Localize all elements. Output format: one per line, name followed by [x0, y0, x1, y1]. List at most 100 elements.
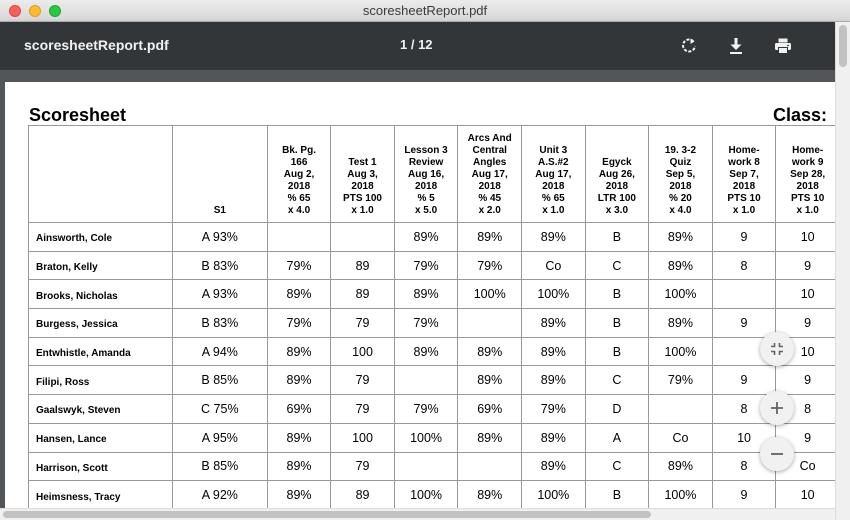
- score-cell: 89%: [648, 250, 713, 281]
- horizontal-scrollbar-thumb[interactable]: [3, 511, 651, 518]
- score-cell: 100: [330, 336, 395, 367]
- score-cell: 89%: [648, 451, 713, 482]
- student-name-cell: Ainsworth, Cole: [28, 222, 173, 252]
- term-grade-cell: A 95%: [171, 422, 268, 453]
- student-name-cell: Brooks, Nicholas: [28, 279, 173, 310]
- column-header: Lesson 3 Review Aug 16, 2018 % 5 x 5.0: [393, 125, 459, 223]
- score-cell: 89%: [266, 336, 332, 367]
- score-cell: 79%: [266, 308, 332, 338]
- pdf-page: Scoresheet Class: S1 Bk. Pg. 166 Aug 2, 2…: [5, 82, 840, 512]
- column-header-label: Lesson 3 Review Aug 16, 2018 % 5 x 5.0: [404, 145, 448, 216]
- score-cell: 79%: [266, 250, 332, 281]
- score-cell: 89%: [266, 480, 332, 510]
- class-label: Class:: [773, 105, 828, 125]
- column-header-label: Egyck Aug 26, 2018 LTR 100 x 3.0: [597, 157, 636, 216]
- zoom-out-icon[interactable]: [760, 437, 794, 471]
- table-row: Brooks, Nicholas A 93% 89% 89 89% 100% 100% B 10…: [28, 279, 840, 310]
- table-row: Heimsness, Tracy A 92% 89% 89 100% 89% 100% B 10…: [28, 480, 840, 510]
- table-header-row: S1 Bk. Pg. 166 Aug 2, 2018 % 65 x 4.0 Test…: [28, 125, 840, 223]
- score-cell: 89%: [266, 365, 332, 396]
- score-cell: B: [584, 480, 650, 510]
- score-cell: 79%: [393, 394, 459, 424]
- score-cell: C: [584, 451, 650, 482]
- sheet-title: Scoresheet: [29, 105, 127, 125]
- student-name-cell: Filipi, Ross: [28, 365, 173, 396]
- score-cell: 69%: [457, 394, 523, 424]
- column-header: Bk. Pg. 166 Aug 2, 2018 % 65 x 4.0: [266, 125, 332, 223]
- close-window-button[interactable]: [9, 5, 21, 17]
- zoom-in-icon[interactable]: [760, 391, 794, 425]
- score-cell: Co: [521, 250, 586, 281]
- score-cell: 89%: [457, 222, 523, 252]
- column-header-label: S1: [213, 205, 226, 216]
- score-cell: 10: [775, 222, 840, 252]
- fit-to-page-icon[interactable]: [760, 332, 794, 366]
- score-cell: 79: [330, 308, 395, 338]
- rotate-icon[interactable]: [679, 36, 699, 56]
- title-bar: scoresheetReport.pdf: [0, 0, 850, 22]
- score-cell: 10: [775, 279, 840, 310]
- score-cell: 89%: [266, 279, 332, 310]
- score-cell: 89%: [457, 480, 523, 510]
- score-cell: 89: [330, 250, 395, 281]
- score-cell: 10: [775, 480, 840, 510]
- column-header: S1: [171, 125, 268, 223]
- student-name-cell: Harrison, Scott: [28, 451, 173, 482]
- score-cell: 79: [330, 365, 395, 396]
- term-grade-cell: A 93%: [171, 222, 268, 252]
- score-cell: 8: [711, 250, 777, 281]
- page-indicator[interactable]: 1 / 12: [400, 37, 433, 52]
- column-header-student: [28, 125, 173, 223]
- score-cell: 89%: [457, 422, 523, 453]
- document-viewport[interactable]: Scoresheet Class: S1 Bk. Pg. 166 Aug 2, 2…: [0, 70, 850, 520]
- score-cell: 89: [330, 480, 395, 510]
- vertical-scrollbar-thumb[interactable]: [839, 25, 847, 67]
- vertical-scrollbar[interactable]: [835, 22, 850, 520]
- score-cell: B: [584, 308, 650, 338]
- score-cell: 100: [330, 422, 395, 453]
- score-cell: B: [584, 336, 650, 367]
- score-cell: 79%: [393, 308, 459, 338]
- student-name-cell: Heimsness, Tracy: [28, 480, 173, 510]
- window-title: scoresheetReport.pdf: [362, 3, 488, 18]
- column-header-label: Unit 3 A.S.#2 Aug 17, 2018 % 65 x 1.0: [535, 145, 572, 216]
- column-header: Test 1 Aug 3, 2018 PTS 100 x 1.0: [330, 125, 395, 223]
- student-name-cell: Hansen, Lance: [28, 422, 173, 453]
- score-cell: [648, 394, 713, 424]
- score-cell: [457, 308, 523, 338]
- minimize-window-button[interactable]: [29, 5, 41, 17]
- score-cell: B: [584, 279, 650, 310]
- student-name-cell: Entwhistle, Amanda: [28, 336, 173, 367]
- score-cell: 89%: [648, 308, 713, 338]
- score-cell: 100%: [393, 422, 459, 453]
- table-row: Entwhistle, Amanda A 94% 89% 100 89% 89% 89% B 1…: [28, 336, 840, 367]
- download-icon[interactable]: [726, 36, 746, 56]
- score-cell: 9: [775, 308, 840, 338]
- score-cell: 89: [330, 279, 395, 310]
- horizontal-scrollbar[interactable]: [0, 508, 835, 520]
- column-header: Unit 3 A.S.#2 Aug 17, 2018 % 65 x 1.0: [521, 125, 586, 223]
- score-cell: 100%: [648, 279, 713, 310]
- score-cell: 89%: [457, 365, 523, 396]
- score-cell: 9: [775, 365, 840, 396]
- document-name: scoresheetReport.pdf: [24, 37, 169, 53]
- score-cell: 100%: [521, 480, 586, 510]
- score-cell: 89%: [266, 422, 332, 453]
- score-cell: 9: [775, 250, 840, 281]
- score-cell: 100%: [521, 279, 586, 310]
- column-header: Egyck Aug 26, 2018 LTR 100 x 3.0: [584, 125, 650, 223]
- print-icon[interactable]: [773, 36, 793, 56]
- score-cell: [393, 365, 459, 396]
- column-header: 19. 3-2 Quiz Sep 5, 2018 % 20 x 4.0: [648, 125, 713, 223]
- score-cell: 69%: [266, 394, 332, 424]
- score-cell: 89%: [521, 308, 586, 338]
- score-cell: [393, 451, 459, 482]
- score-cell: [457, 451, 523, 482]
- score-cell: 89%: [393, 222, 459, 252]
- column-header-label: Home- work 8 Sep 7, 2018 PTS 10 x 1.0: [727, 145, 761, 216]
- maximize-window-button[interactable]: [49, 5, 61, 17]
- score-cell: 89%: [521, 365, 586, 396]
- column-header: Home- work 8 Sep 7, 2018 PTS 10 x 1.0: [711, 125, 777, 223]
- score-cell: B: [584, 222, 650, 252]
- column-header: Arcs And Central Angles Aug 17, 2018 % 4…: [457, 125, 523, 223]
